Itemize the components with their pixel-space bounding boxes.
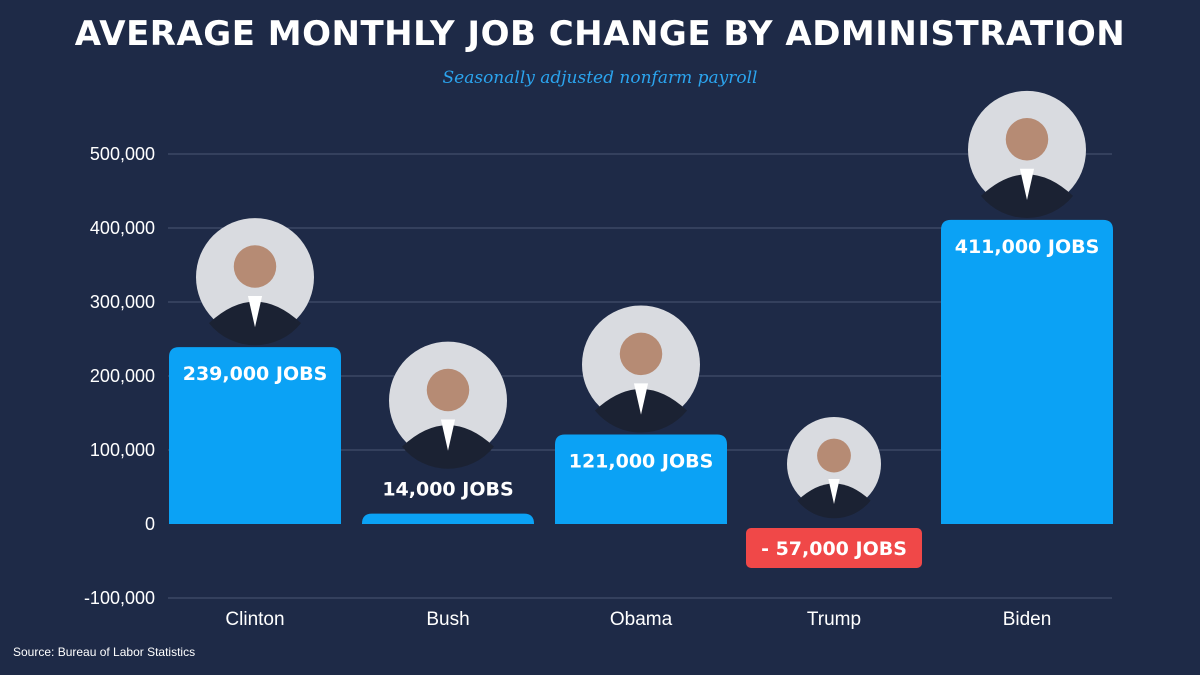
y-tick-label: 300,000	[90, 292, 155, 312]
y-tick-label: 400,000	[90, 218, 155, 238]
clinton-portrait-icon	[196, 218, 314, 346]
data-label: 411,000 JOBS	[955, 236, 1100, 258]
bar-clinton	[169, 347, 341, 524]
x-axis-categories: Clinton Bush Obama Trump Biden	[225, 609, 1051, 630]
bar-trump	[746, 528, 922, 568]
bush-portrait-icon	[389, 341, 507, 469]
data-label: - 57,000 JOBS	[761, 538, 907, 560]
x-category-label: Bush	[426, 609, 469, 630]
bar-bush	[362, 513, 534, 524]
trump-portrait-icon	[787, 417, 881, 519]
x-category-label: Biden	[1003, 609, 1052, 630]
y-axis-ticks: -100,000 0 100,000 200,000 300,000 400,000 500…	[84, 144, 155, 608]
data-label: 14,000 JOBS	[382, 479, 513, 501]
obama-portrait-icon	[582, 305, 700, 433]
bars	[169, 219, 1113, 568]
x-category-label: Obama	[610, 609, 673, 630]
y-tick-label: -100,000	[84, 588, 155, 608]
chart-subtitle: Seasonally adjusted nonfarm payroll	[442, 68, 758, 88]
data-label: 121,000 JOBS	[569, 450, 714, 472]
y-tick-label: 200,000	[90, 366, 155, 386]
data-label: 239,000 JOBS	[183, 363, 328, 385]
source-note: Source: Bureau of Labor Statistics	[13, 645, 196, 659]
bar-biden	[941, 219, 1113, 525]
x-category-label: Clinton	[225, 609, 284, 630]
portraits	[196, 90, 1086, 519]
bar-obama	[555, 434, 727, 524]
y-tick-label: 100,000	[90, 440, 155, 460]
data-labels: 239,000 JOBS 14,000 JOBS 121,000 JOBS - 57,…	[183, 236, 1100, 560]
y-tick-label: 500,000	[90, 144, 155, 164]
x-category-label: Trump	[807, 609, 861, 630]
biden-portrait-icon	[968, 90, 1086, 218]
chart-title: AVERAGE MONTHLY JOB CHANGE BY ADMINISTRA…	[74, 14, 1126, 54]
y-tick-label: 0	[145, 514, 155, 534]
